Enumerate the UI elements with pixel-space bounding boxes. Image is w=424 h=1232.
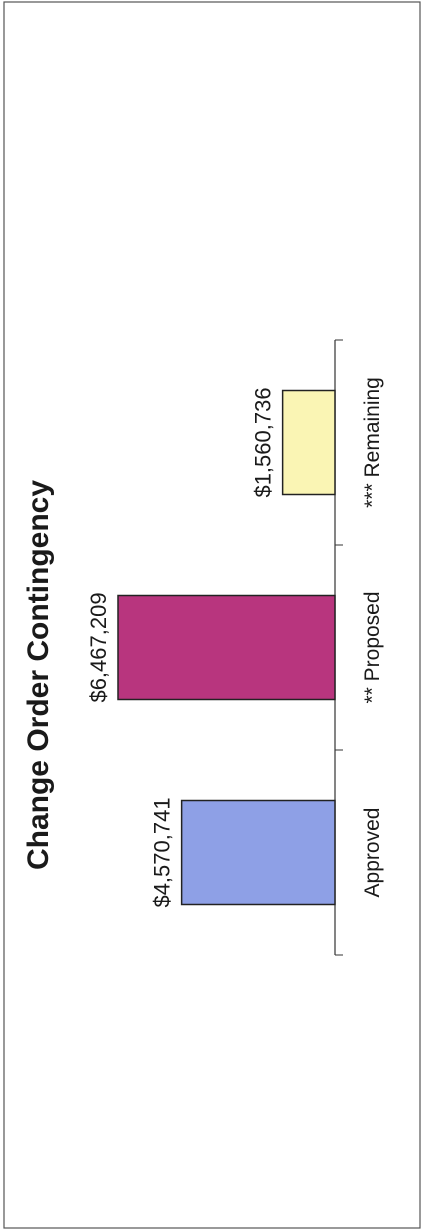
page-border (3, 1, 421, 1229)
category-label-approved: Approved (361, 808, 384, 898)
bar-approved (180, 799, 336, 906)
category-label-proposed: ** Proposed (361, 591, 384, 703)
bar-proposed (117, 594, 336, 701)
plot-area: $4,570,741 Approved $6,467,209 ** Proposed $… (86, 339, 384, 956)
category-label-remaining: *** Remaining (361, 377, 384, 508)
bar-remaining (281, 389, 336, 496)
value-label-proposed: $6,467,209 (86, 592, 111, 702)
value-label-remaining: $1,560,736 (251, 387, 276, 497)
value-label-approved: $4,570,741 (150, 797, 175, 907)
chart-title: Change Order Contingency (22, 480, 55, 870)
